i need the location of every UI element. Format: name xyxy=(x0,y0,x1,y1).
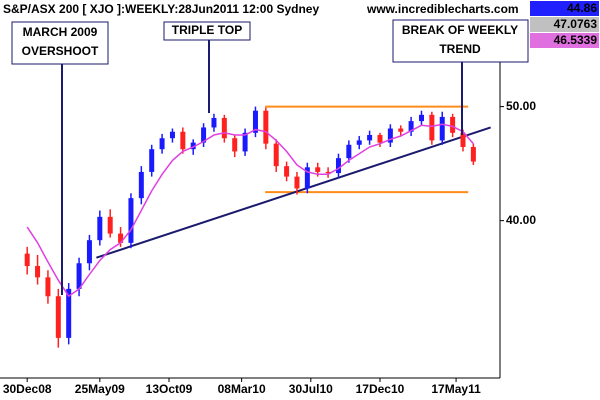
trend-line xyxy=(96,126,491,259)
candle-body xyxy=(294,176,300,189)
candle-body xyxy=(211,117,217,128)
y-tick-label: 50.00 xyxy=(506,99,536,113)
x-tick-label: 13Oct09 xyxy=(146,382,193,396)
candle-body xyxy=(45,277,51,297)
candle-body xyxy=(242,132,248,152)
candle-body xyxy=(232,138,238,152)
candle-body xyxy=(128,198,134,243)
candle-body xyxy=(325,171,331,174)
annotation-box xyxy=(392,19,529,63)
candle-body xyxy=(86,240,92,264)
annotation-text: TRIPLE TOP xyxy=(172,23,242,37)
x-tick-label: 30Jul10 xyxy=(289,382,333,396)
candle-body xyxy=(66,288,72,338)
candle-body xyxy=(470,146,476,162)
annotation-text: BREAK OF WEEKLY xyxy=(402,23,518,37)
candle-body xyxy=(460,132,466,147)
candle-body xyxy=(439,116,445,141)
candle-body xyxy=(387,128,393,143)
candle-body xyxy=(180,131,186,150)
candle-body xyxy=(252,110,258,133)
candle-body xyxy=(169,131,175,139)
y-tick-label: 40.00 xyxy=(506,213,536,227)
readout-box xyxy=(530,1,599,16)
readout-value: 44.86 xyxy=(567,1,597,15)
annotation: TRIPLE TOP xyxy=(163,21,251,113)
candle-body xyxy=(429,114,435,141)
readout-box xyxy=(530,33,599,48)
candle-body xyxy=(377,134,383,143)
candle-body xyxy=(190,142,196,150)
candle-body xyxy=(356,140,362,145)
candle-body xyxy=(76,263,82,289)
candle-body xyxy=(304,167,310,189)
readout-value: 47.0763 xyxy=(554,17,598,31)
candle-body xyxy=(335,158,341,174)
annotation: BREAK OF WEEKLY TREND xyxy=(392,19,529,135)
candle-body xyxy=(367,134,373,141)
x-tick-label: 17May11 xyxy=(431,382,481,396)
annotation-text: TREND xyxy=(439,42,481,56)
candle-body xyxy=(315,167,321,172)
x-tick-label: 30Dec08 xyxy=(3,382,52,396)
candle-body xyxy=(450,116,456,133)
candle-body xyxy=(107,216,113,234)
annotation-text: OVERSHOOT xyxy=(22,44,99,58)
annotation-text: MARCH 2009 xyxy=(23,25,98,39)
candle-body xyxy=(273,143,279,167)
candle-body xyxy=(346,144,352,159)
candle-body xyxy=(24,253,30,267)
candle-body xyxy=(97,216,103,241)
candle-body xyxy=(149,149,155,172)
readout-value: 46.5339 xyxy=(554,33,598,47)
candle-body xyxy=(138,171,144,199)
candle-body xyxy=(408,121,414,132)
x-tick-label: 25May09 xyxy=(75,382,125,396)
candle-body xyxy=(418,114,424,122)
candle-body xyxy=(201,127,207,143)
chart-title: S&P/ASX 200 [ XJO ]:WEEKLY:28Jun2011 12:… xyxy=(3,2,319,16)
candle-body xyxy=(398,128,404,132)
candle-body xyxy=(263,110,269,144)
readout-box xyxy=(530,17,599,32)
moving-average xyxy=(26,123,474,298)
source: www.incrediblecharts.com xyxy=(366,2,519,16)
candle-body xyxy=(159,138,165,150)
x-tick-label: 08Mar10 xyxy=(218,382,266,396)
annotation-box xyxy=(11,21,109,65)
candle-body xyxy=(55,296,61,338)
candle-body xyxy=(221,117,227,139)
annotation: MARCH 2009 OVERSHOOT xyxy=(11,21,109,295)
x-tick-label: 17Dec10 xyxy=(356,382,405,396)
candle-body xyxy=(35,266,41,278)
candle-body xyxy=(118,233,124,243)
annotation-box xyxy=(163,21,251,41)
candle-body xyxy=(284,166,290,177)
